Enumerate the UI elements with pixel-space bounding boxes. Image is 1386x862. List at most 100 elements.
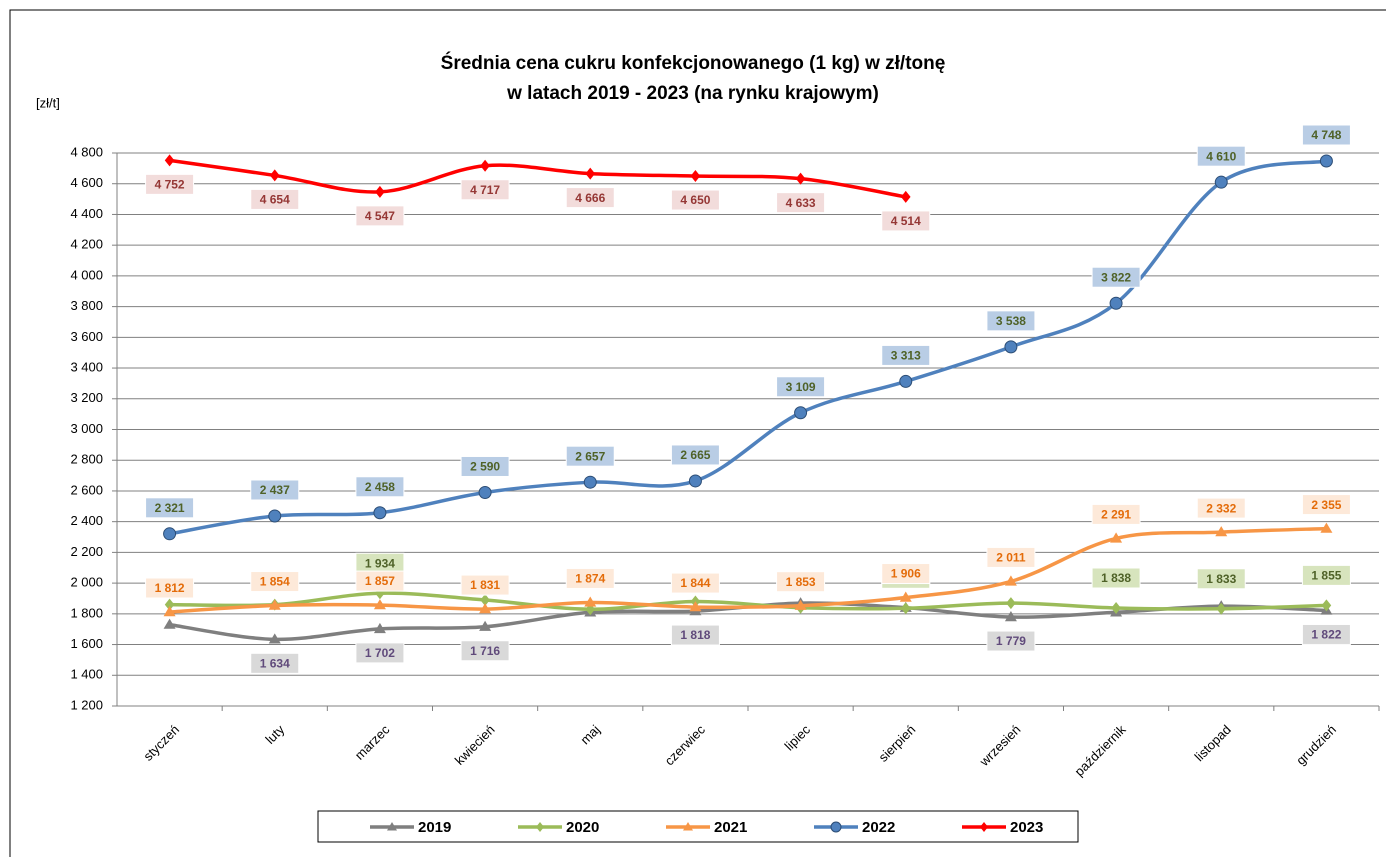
value-label-text: 3 538 — [996, 314, 1026, 328]
x-tick-label: luty — [262, 722, 287, 747]
value-label-text: 1 818 — [680, 628, 710, 642]
x-tick-label: maj — [577, 722, 602, 747]
value-label-text: 1 857 — [365, 574, 395, 588]
value-label-text: 2 458 — [365, 480, 395, 494]
value-label-text: 1 779 — [996, 634, 1026, 648]
marker — [794, 406, 808, 420]
legend-label: 2023 — [1010, 819, 1043, 836]
chart-subtitle: w latach 2019 - 2023 (na rynku krajowym) — [506, 83, 879, 104]
value-label-text: 2 590 — [470, 460, 500, 474]
value-label-text: 2 665 — [680, 448, 710, 462]
marker — [387, 822, 397, 831]
value-label-text: 1 716 — [470, 644, 500, 658]
value-label: 1 833 — [1196, 568, 1246, 590]
value-label-box — [1301, 564, 1351, 586]
x-tick-label: marzec — [352, 722, 393, 763]
value-label-text: 4 654 — [260, 193, 290, 207]
value-label: 2 665 — [670, 444, 720, 466]
value-label-box — [250, 652, 300, 674]
y-tick-label: 1 600 — [70, 636, 103, 651]
value-label: 1 818 — [670, 624, 720, 646]
y-axis-label: [zł/t] — [36, 95, 60, 110]
value-label-box — [250, 571, 300, 593]
x-tick-label: wrzesień — [976, 722, 1024, 770]
value-label-text: 3 313 — [891, 349, 921, 363]
value-label-box — [1091, 567, 1141, 589]
value-label: 1 634 — [250, 652, 300, 674]
value-label: 2 291 — [1091, 503, 1141, 525]
value-label-box — [881, 344, 931, 366]
value-label-text: 4 717 — [470, 183, 500, 197]
value-label: 1 874 — [565, 567, 615, 589]
series-line — [169, 159, 1327, 536]
value-label-text: 1 934 — [365, 556, 395, 570]
series-line — [169, 591, 1327, 611]
frame — [9, 9, 1386, 862]
y-tick-label: 2 000 — [70, 575, 103, 590]
value-label: 1 779 — [986, 630, 1036, 652]
y-tick-label: 4 600 — [70, 175, 103, 190]
value-label-text: 2 657 — [575, 449, 605, 463]
y-tick-label: 4 000 — [70, 267, 103, 282]
value-label-text: 4 633 — [786, 196, 816, 210]
value-label-box — [776, 376, 826, 398]
marker — [479, 603, 492, 614]
value-label-text: 1 812 — [155, 581, 185, 595]
x-tick-label: lipiec — [782, 722, 814, 754]
value-label: 1 855 — [1301, 564, 1351, 586]
marker — [794, 599, 807, 610]
value-label: 3 538 — [986, 310, 1036, 332]
marker — [899, 591, 912, 602]
y-tick-label: 3 400 — [70, 359, 103, 374]
x-tick-label: październik — [1072, 722, 1129, 779]
value-label-box — [565, 445, 615, 467]
marker — [536, 822, 544, 832]
marker — [900, 190, 911, 203]
series-line — [169, 526, 1327, 614]
value-label: 4 654 — [250, 188, 300, 210]
marker — [583, 475, 597, 489]
value-label-box — [1301, 623, 1351, 645]
value-label: 1 906 — [881, 563, 931, 585]
value-label-box — [355, 642, 405, 664]
marker — [163, 527, 177, 541]
marker — [830, 821, 842, 833]
marker — [164, 154, 175, 167]
marker — [795, 172, 806, 185]
legend-label: 2019 — [418, 819, 451, 836]
marker — [1215, 526, 1228, 537]
value-label-box — [250, 188, 300, 210]
marker — [480, 594, 490, 607]
marker — [1006, 597, 1016, 610]
value-label-text: 4 610 — [1206, 149, 1236, 163]
value-label-text: 2 355 — [1311, 498, 1341, 512]
value-label-box — [145, 173, 195, 195]
value-label-text: 2 291 — [1101, 508, 1131, 522]
value-label-box — [565, 187, 615, 209]
value-label-box — [460, 455, 510, 477]
value-label: 4 666 — [565, 187, 615, 209]
y-tick-label: 4 400 — [70, 206, 103, 221]
marker — [164, 598, 175, 611]
value-label-box — [670, 624, 720, 646]
value-label-box — [670, 444, 720, 466]
x-tick-label: czerwiec — [662, 722, 709, 769]
value-label-box — [1301, 494, 1351, 516]
y-tick-label: 1 800 — [70, 605, 103, 620]
y-tick-label: 2 800 — [70, 452, 103, 467]
marker — [1216, 602, 1227, 615]
value-label-text: 1 854 — [260, 575, 290, 589]
value-label-text: 2 437 — [260, 483, 290, 497]
value-label: 1 831 — [460, 574, 510, 596]
value-label: 2 355 — [1301, 494, 1351, 516]
y-tick-label: 1 200 — [70, 697, 103, 712]
value-label-box — [986, 310, 1036, 332]
marker — [479, 620, 492, 631]
value-label-text: 1 838 — [1101, 571, 1131, 585]
value-label: 4 610 — [1196, 145, 1246, 167]
value-label: 1 844 — [670, 572, 720, 594]
value-label-box — [881, 210, 931, 232]
marker — [269, 169, 280, 182]
value-label-box — [1196, 568, 1246, 590]
